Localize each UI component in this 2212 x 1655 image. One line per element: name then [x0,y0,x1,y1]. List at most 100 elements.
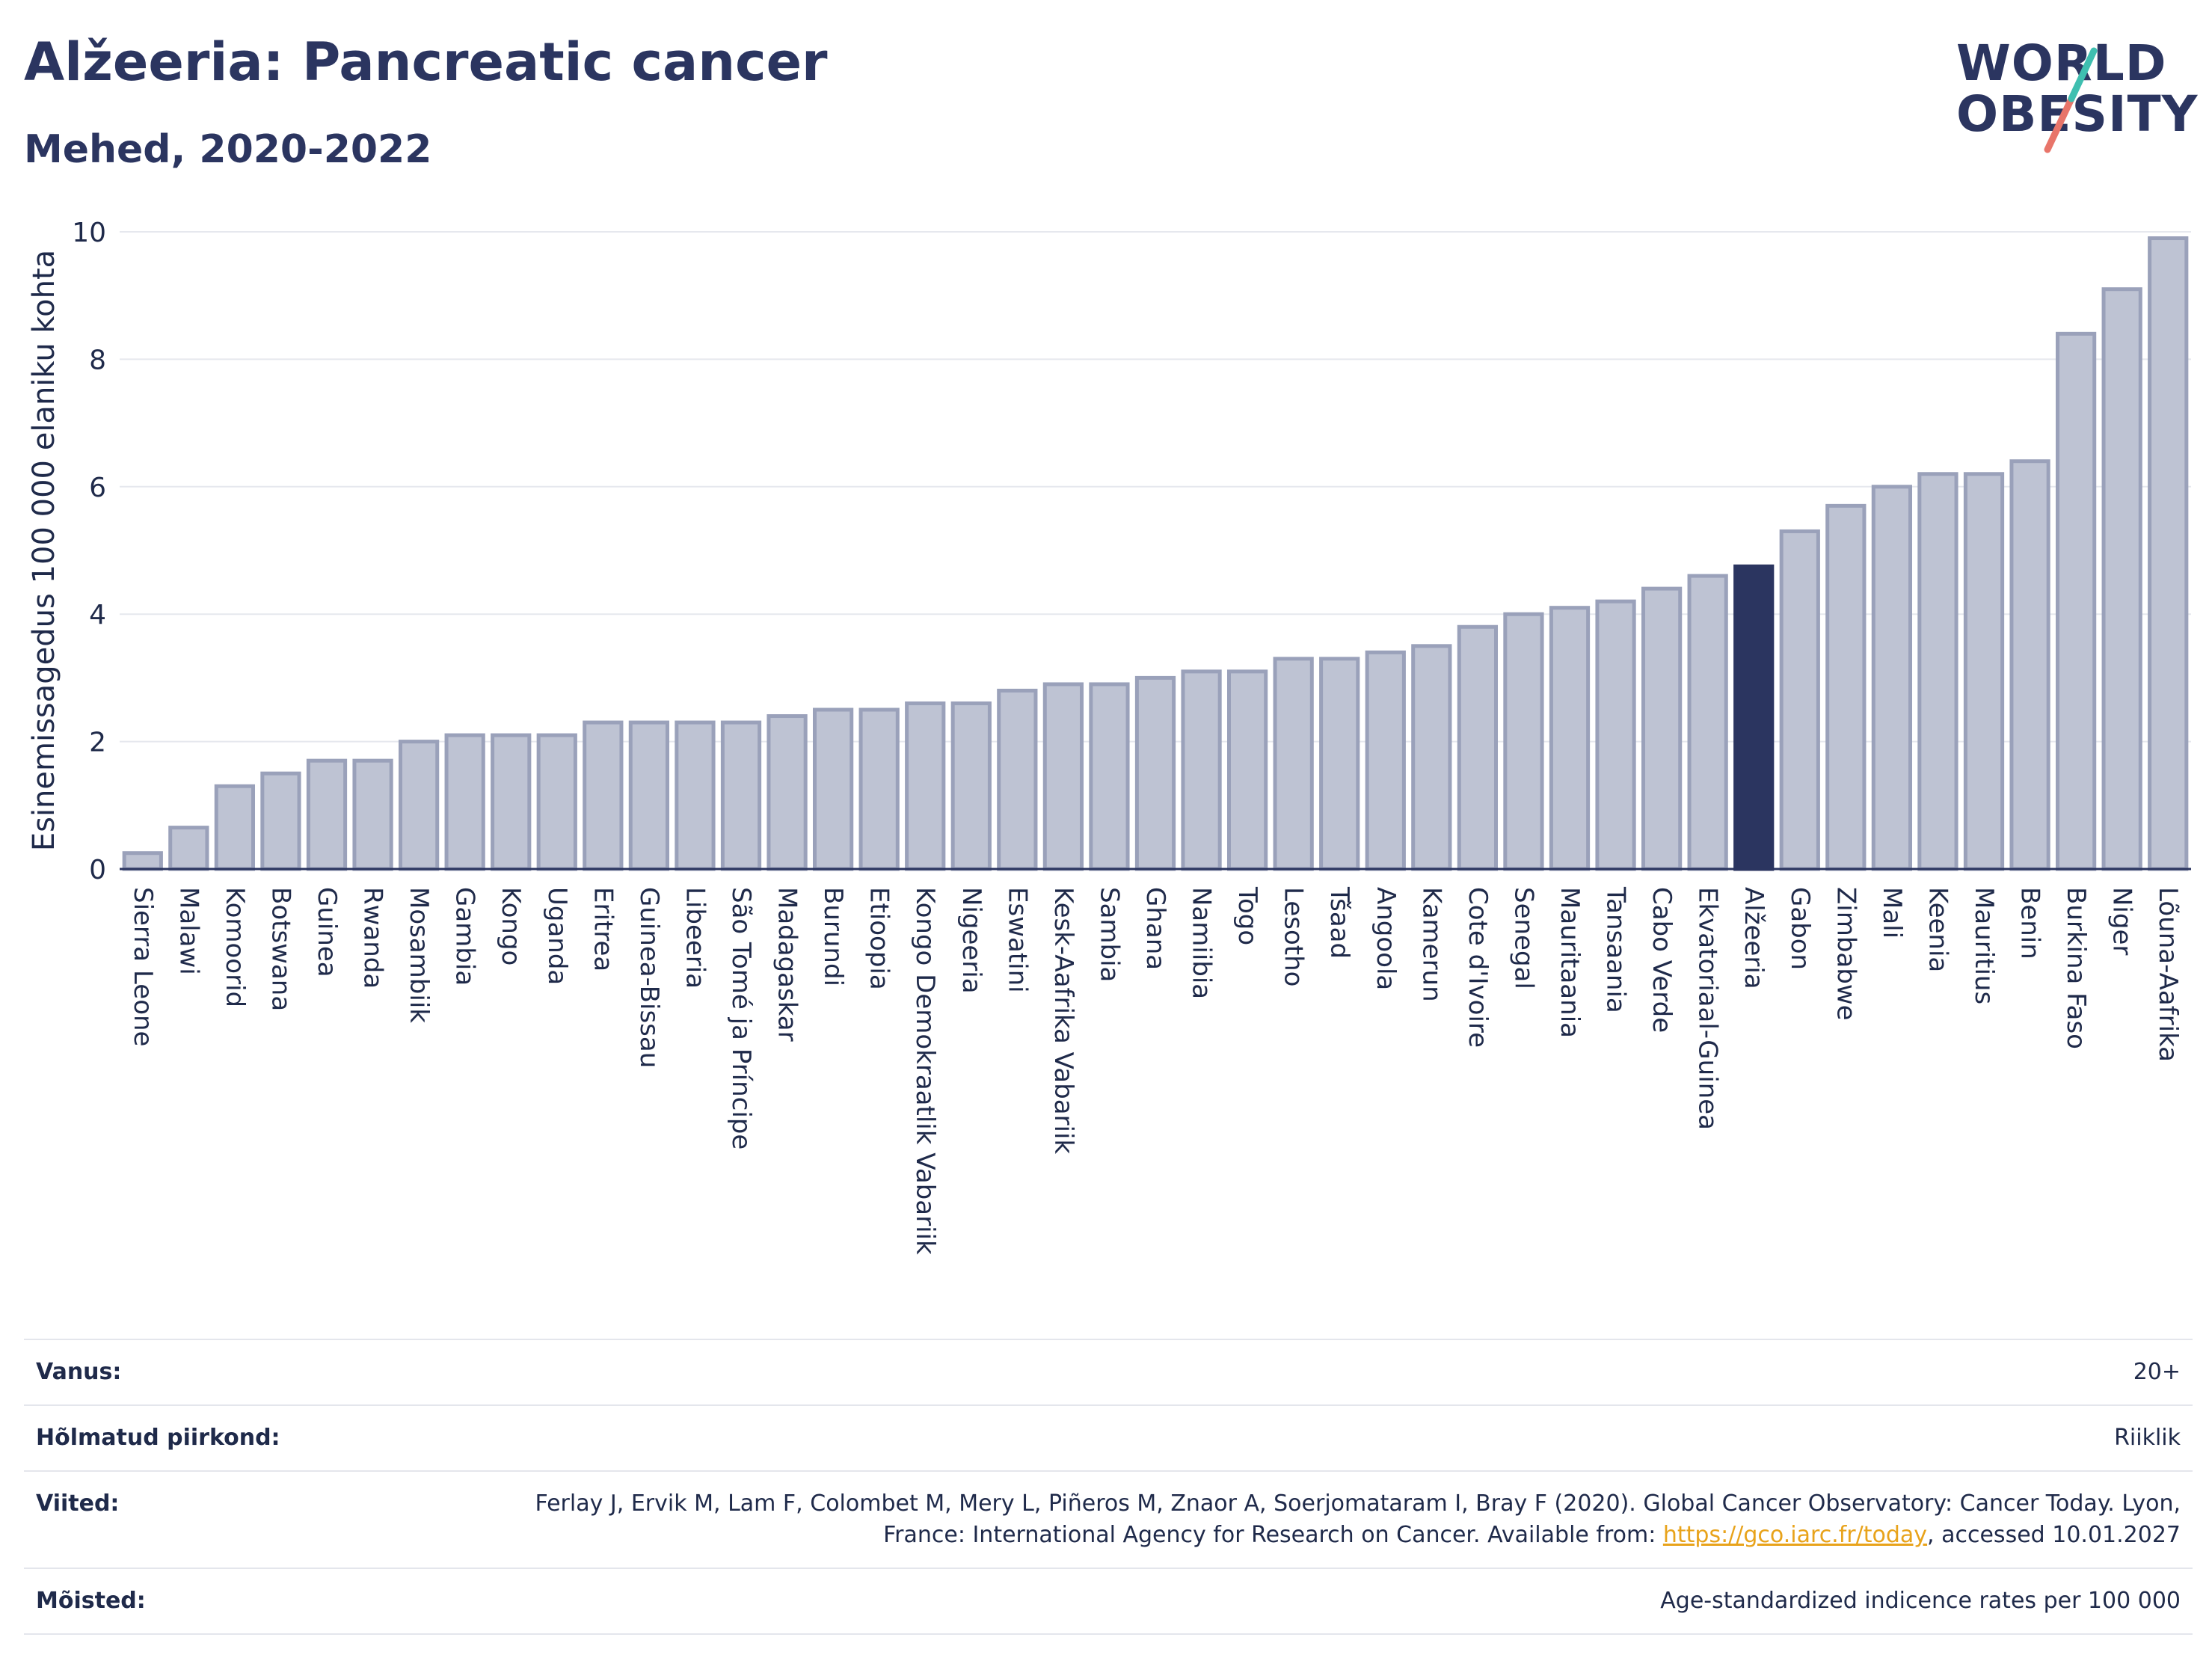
bar [950,701,992,871]
bar [1871,485,1913,871]
bar [1134,675,1176,871]
bar [1457,624,1499,871]
meta-row-age: Vanus: 20+ [24,1340,2193,1406]
bar-chart: 0 2 4 6 8 10 Sierra Leone Malawi Komoorid Botswa… [27,218,2191,1255]
logo-slash-icon [2044,47,2098,153]
x-tick-label: Uganda [542,887,572,985]
x-tick-label: Sierra Leone [128,887,158,1046]
bar [1181,669,1222,871]
bar [260,771,301,871]
x-tick-label: Libeeria [680,887,710,989]
x-tick-label: Namiibia [1187,887,1217,999]
bar [583,720,624,871]
bar [1779,529,1820,871]
bar [1825,503,1867,871]
x-tick-label: Ekvatoriaal-Guinea [1693,887,1723,1130]
logo-text-world: WORLD [1956,34,2167,92]
bar [491,733,532,871]
bar [536,733,577,871]
x-tick-label: Senegal [1508,887,1538,989]
x-tick-label: Tansaania [1601,886,1631,1013]
x-tick-label: Mosambiik [404,887,434,1023]
x-tick-label: Guinea [312,887,342,977]
bar [812,707,854,871]
x-tick-label: Kamerun [1416,887,1446,1002]
bar [1549,606,1591,871]
world-obesity-logo: WORLD OBESITY [1944,30,2199,165]
x-tick-label: Madagaskar [772,887,802,1042]
x-tick-label: Malawi [173,887,203,975]
meta-key-age: Vanus: [36,1359,122,1385]
bar [675,720,716,871]
meta-row-region: Hõlmatud piirkond: Riiklik [24,1406,2193,1472]
x-tick-label: Kongo Demokraatlik Vabariik [910,887,940,1255]
logo-text-obesity: OBESITY [1956,85,2199,143]
x-tick-label: Kesk-Aafrika Vabariik [1048,887,1078,1154]
bars [122,236,2189,871]
bar [168,826,209,871]
x-tick-label: Nigeeria [956,887,986,994]
x-tick-label: Niger [2107,887,2137,955]
bar [766,714,808,871]
bar [1917,472,1958,871]
x-tick-label: Komoorid [220,887,250,1007]
bar [1687,574,1728,871]
x-tick-label: Eswatini [1002,887,1032,993]
meta-key-definitions: Mõisted: [36,1588,146,1614]
meta-row-definitions: Mõisted: Age-standardized indicence rate… [24,1569,2193,1635]
y-tick-label: 2 [89,728,106,758]
bar [1273,657,1314,871]
x-axis-labels: Sierra Leone Malawi Komoorid Botswana Guinea… [128,886,2183,1255]
x-tick-label: Alžeeria [1739,887,1769,989]
meta-value-definitions: Age-standardized indicence rates per 100… [1660,1588,2181,1614]
reference-accessed: , accessed 10.01.2027 [1927,1522,2181,1548]
x-tick-label: Gabon [1785,887,1815,970]
bar [352,758,393,871]
bar [2009,459,2050,871]
x-tick-label: São Tomé ja Príncipe [726,887,756,1149]
bar [1411,644,1452,871]
x-tick-label: Mauritius [1969,887,1999,1004]
x-tick-label: Mauritaania [1555,887,1585,1038]
x-tick-label: Togo [1232,886,1262,945]
reference-link[interactable]: https://gco.iarc.fr/today [1662,1522,1928,1548]
reference-text: Ferlay J, Ervik M, Lam F, Colombet M, Me… [535,1490,2181,1548]
bar [997,688,1038,871]
x-tick-label: Burkina Faso [2061,887,2091,1049]
bar [1226,669,1268,871]
x-tick-label: Zimbabwe [1831,887,1861,1021]
x-tick-label: Cote d'Ivoire [1463,887,1493,1048]
y-tick-label: 0 [89,855,106,885]
bar [1089,682,1130,871]
x-tick-label: Mali [1877,887,1907,939]
bar [1963,472,2005,871]
bar [1365,650,1406,871]
meta-value-references: Ferlay J, Ervik M, Lam F, Colombet M, Me… [461,1488,2181,1551]
meta-key-region: Hõlmatud piirkond: [36,1425,280,1451]
x-tick-label: Botswana [265,887,295,1011]
y-axis-ticks: 0 2 4 6 8 10 [72,218,106,885]
bar [1595,599,1636,871]
x-tick-label: Eritrea [588,887,618,971]
bar [720,720,762,871]
bar [214,784,256,871]
y-tick-label: 8 [89,345,106,375]
bar [905,701,946,871]
bar [1319,657,1360,871]
bar [1042,682,1084,871]
y-tick-label: 6 [89,473,106,503]
y-tick-label: 4 [89,600,106,630]
bar [858,707,900,871]
bar [1733,564,1775,871]
meta-key-references: Viited: [36,1490,120,1517]
x-tick-label: Guinea-Bissau [634,887,664,1068]
x-tick-label: Sambia [1094,887,1124,982]
x-tick-label: Keenia [1923,887,1953,972]
chart-subtitle: Mehed, 2020-2022 [24,127,432,172]
x-tick-label: Burundi [818,887,848,986]
bar [306,758,348,871]
y-tick-label: 10 [72,218,106,248]
x-tick-label: Lõuna-Aafrika [2153,887,2183,1062]
bar [2101,287,2142,871]
x-tick-label: Kongo [496,887,526,965]
